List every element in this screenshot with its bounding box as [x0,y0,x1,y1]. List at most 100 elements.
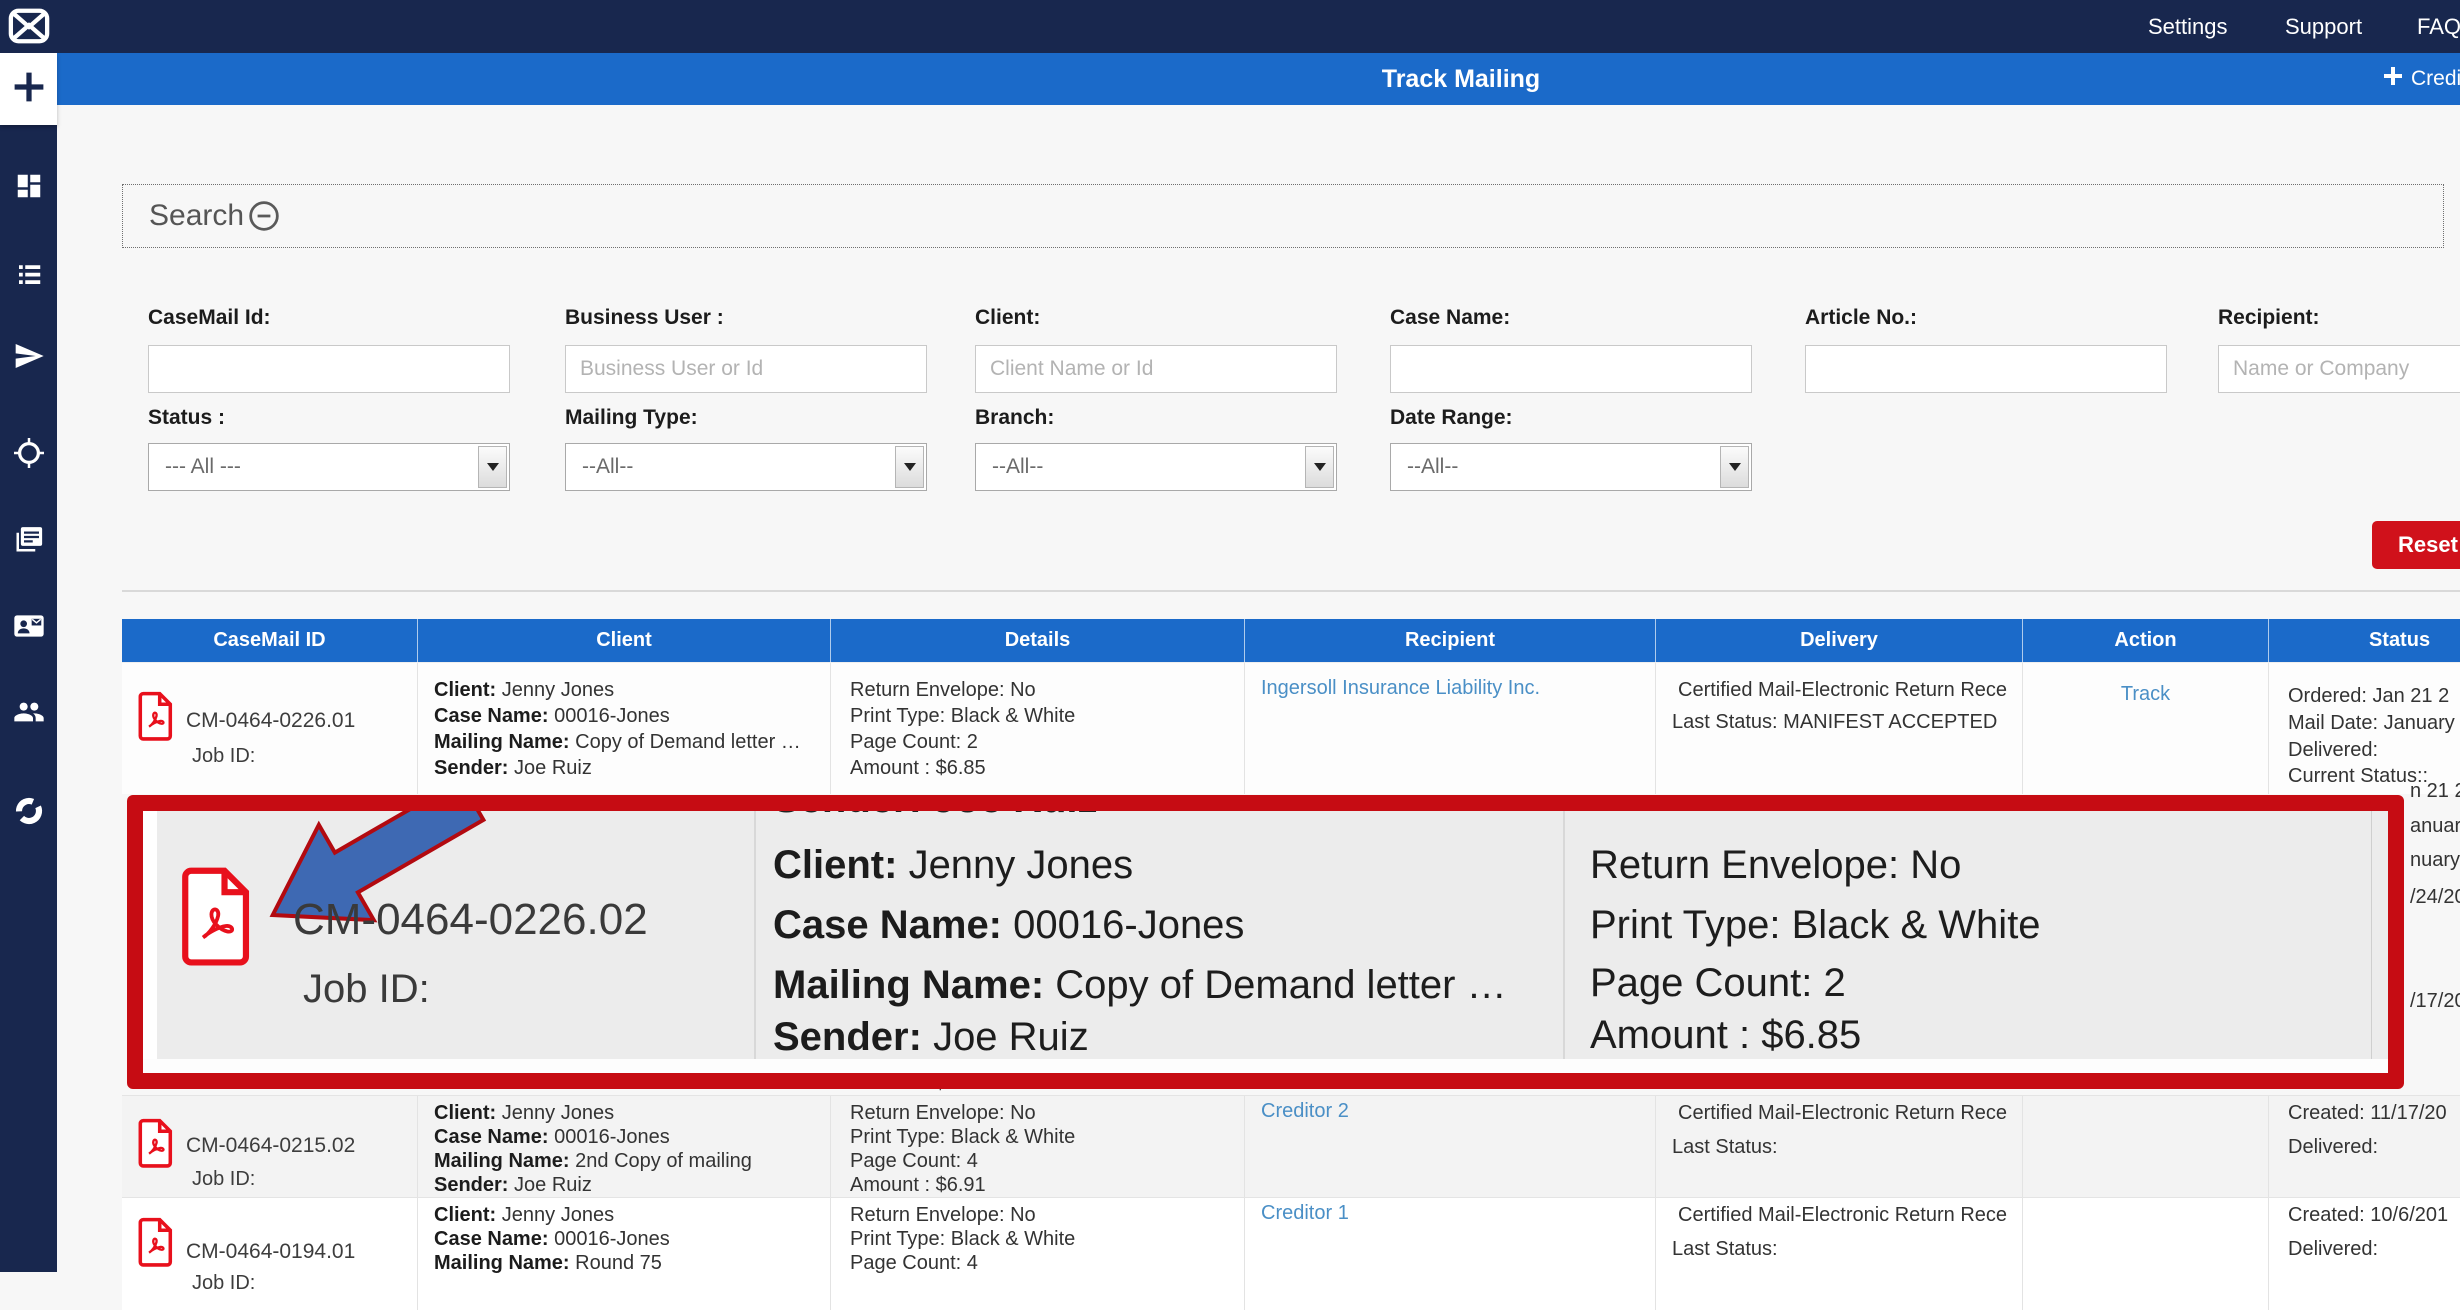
top-navbar: Settings Support FAQ [0,0,2460,53]
article-no-input[interactable] [1805,345,2167,393]
detail-line: Print Type: Black & White [850,705,1076,727]
col-header-casemail-id[interactable]: CaseMail ID [213,629,326,651]
cell-client: Client: Jenny Jones Case Name: 00016-Jon… [417,1096,830,1198]
mailing-name-label: Mailing Name: [773,963,1045,1007]
case-name-label: Case Name: [434,1228,549,1250]
chevron-down-icon[interactable] [478,446,507,488]
status-line: Mail Date: January [2288,712,2455,734]
branch-select-value: --All-- [992,455,1044,478]
chevron-down-icon[interactable] [895,446,924,488]
mailing-name-value: Copy of Demand letter … [575,731,801,753]
detail-line: Print Type: Black & White [1590,903,2041,947]
nav-link-support[interactable]: Support [2285,14,2363,39]
delivery-line: Certified Mail-Electronic Return Rece [1678,1102,2008,1124]
col-header-status[interactable]: Status [2268,619,2460,662]
status-line: Delivered: [2288,1136,2379,1158]
sidebar-item-list[interactable] [0,252,57,300]
reset-button[interactable]: Reset [2372,521,2460,569]
client-input[interactable] [975,345,1337,393]
obscured-sender-fragment: Sender: Joe Ruiz [773,795,1098,821]
status-line: Current Status:: [2288,765,2429,787]
status-line: Delivered: [2288,1238,2379,1260]
callout-arrow-icon [243,811,493,950]
status-select[interactable]: --- All --- [148,443,510,491]
divider [754,811,756,1059]
cell-action [2022,1198,2268,1310]
status-select-value: --- All --- [165,455,241,478]
col-header-details[interactable]: Details [830,619,1244,662]
detail-line: Page Count: 2 [850,731,978,753]
case-name-input[interactable] [1390,345,1752,393]
nav-link-faq[interactable]: FAQ [2417,14,2460,39]
detail-line: Return Envelope: No [850,1204,1036,1226]
obscured-status-fragment: nuary 2 [2410,849,2460,871]
branch-select[interactable]: --All-- [975,443,1337,491]
recipient-link[interactable]: Ingersoll Insurance Liability Inc. [1261,677,1541,699]
case-name-value: 00016-Jones [1013,903,1245,947]
table-header-row: CaseMail ID Client Details Recipient Del… [122,619,2460,662]
client-label: Client: [434,1204,497,1226]
job-id-text: Job ID: [192,745,256,767]
delivery-line: Certified Mail-Electronic Return Rece [1678,679,2008,701]
job-id-text: Job ID: [192,1272,256,1294]
delivery-line: Last Status: MANIFEST ACCEPTED [1672,711,1998,733]
detail-line: Page Count: 4 [850,1150,978,1172]
collapse-circle-minus-icon[interactable] [248,200,280,232]
sidebar-item-dashboard[interactable] [0,164,57,212]
field-label-casemail-id: CaseMail Id: [148,306,271,329]
casemail-id-text: CM-0464-0194.01 [186,1240,356,1263]
sidebar-item-users[interactable] [0,690,57,738]
col-header-recipient[interactable]: Recipient [1244,619,1655,662]
pdf-file-icon[interactable] [135,1118,175,1173]
credits-available-link[interactable]: Credits Ava [2383,53,2460,105]
pdf-file-icon [173,866,257,971]
col-header-delivery[interactable]: Delivery [1655,619,2022,662]
sidebar-item-sync[interactable] [0,789,57,837]
field-label-article-no: Article No.: [1805,306,1918,329]
client-label: Client: [773,843,898,887]
cell-delivery: Certified Mail-Electronic Return Rece La… [1655,1096,2022,1198]
col-header-client[interactable]: Client [417,619,830,662]
track-link[interactable]: Track [2120,683,2171,705]
table-row: CM-0464-0194.01 Job ID: Client: Jenny Jo… [122,1197,2460,1310]
delivery-line: Last Status: [1672,1238,1778,1260]
mailing-name-label: Mailing Name: [434,731,570,753]
col-header-action[interactable]: Action [2022,619,2268,662]
chevron-down-icon[interactable] [1305,446,1334,488]
chevron-down-icon[interactable] [1720,446,1749,488]
cell-details: Return Envelope: No Print Type: Black & … [830,1096,1244,1198]
sender-value: Joe Ruiz [514,1174,592,1196]
casemail-id-input[interactable] [148,345,510,393]
field-label-status: Status : [148,406,226,429]
detail-line: Return Envelope: No [850,679,1036,701]
sidebar-item-documents[interactable] [0,517,57,565]
sidebar-item-send[interactable] [0,334,57,382]
case-name-label: Case Name: [434,1126,549,1148]
cell-action: Track [2022,663,2268,794]
nav-link-settings[interactable]: Settings [2148,14,2228,39]
detail-line: Page Count: 2 [1590,961,1846,1005]
pdf-file-icon[interactable] [135,691,175,746]
sender-label: Sender: [773,1015,922,1059]
mailing-type-select[interactable]: --All-- [565,443,927,491]
client-value: Jenny Jones [501,679,615,701]
status-line: Created: 10/6/201 [2288,1204,2449,1226]
documents-icon [14,524,44,559]
cell-recipient: Ingersoll Insurance Liability Inc. [1244,663,1655,794]
divider [2371,811,2372,1059]
recipient-input[interactable] [2218,345,2460,393]
field-label-date-range: Date Range: [1390,406,1513,429]
recipient-link[interactable]: Creditor 2 [1261,1100,1349,1122]
mailing-name-label: Mailing Name: [434,1252,570,1274]
app-logo-envelope-icon[interactable] [8,5,50,47]
sidebar-item-new-mailing[interactable] [0,53,57,125]
recipient-link[interactable]: Creditor 1 [1261,1202,1349,1224]
list-icon [14,259,44,294]
casemail-id-text: CM-0464-0226.02 [293,895,648,944]
sidebar-item-contacts[interactable] [0,604,57,652]
date-range-select[interactable]: --All-- [1390,443,1752,491]
pdf-file-icon[interactable] [135,1217,175,1272]
business-user-input[interactable] [565,345,927,393]
sidebar-item-track[interactable] [0,431,57,479]
detail-line: Print Type: Black & White [850,1126,1076,1148]
